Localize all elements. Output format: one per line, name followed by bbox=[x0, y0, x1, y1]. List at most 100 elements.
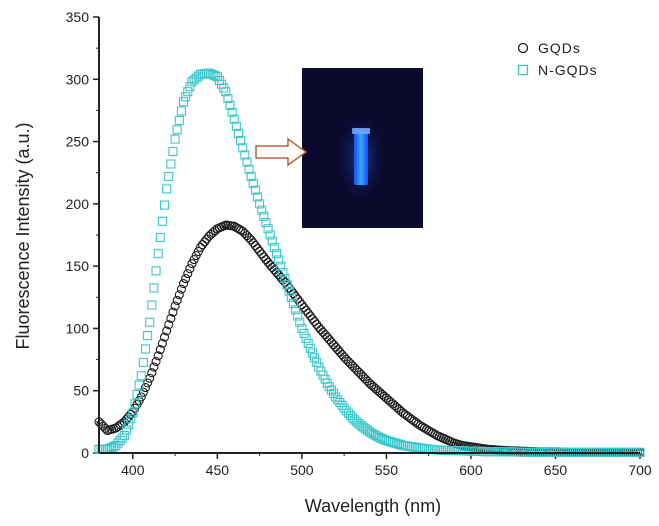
data-point bbox=[267, 236, 277, 246]
data-point bbox=[263, 224, 273, 234]
data-point bbox=[322, 332, 332, 342]
data-point bbox=[320, 330, 330, 340]
data-point bbox=[136, 371, 146, 381]
data-point bbox=[236, 136, 246, 146]
data-point bbox=[286, 292, 296, 302]
data-point bbox=[126, 414, 136, 424]
data-point bbox=[176, 284, 186, 294]
data-point bbox=[159, 200, 170, 210]
y-axis-title: Fluorescence Intensity (a.u.) bbox=[13, 122, 33, 349]
x-tick-label: 450 bbox=[206, 462, 230, 478]
data-point bbox=[138, 357, 148, 367]
data-point bbox=[271, 249, 282, 259]
data-point bbox=[240, 150, 250, 160]
data-point bbox=[181, 92, 191, 102]
data-point bbox=[178, 97, 189, 107]
data-point bbox=[312, 357, 322, 367]
data-point bbox=[145, 317, 155, 327]
data-point bbox=[172, 295, 182, 305]
data-point bbox=[265, 260, 275, 270]
data-point bbox=[183, 269, 193, 279]
y-tick-label: 250 bbox=[66, 134, 90, 150]
y-tick-label: 200 bbox=[66, 196, 90, 212]
legend-label-gqds: GQDs bbox=[538, 40, 581, 56]
data-point bbox=[119, 431, 129, 441]
x-tick-label: 700 bbox=[628, 462, 652, 478]
data-point bbox=[178, 279, 189, 289]
data-point bbox=[174, 290, 184, 300]
data-point bbox=[276, 261, 286, 271]
x-axis-title: Wavelength (nm) bbox=[305, 496, 441, 516]
data-point bbox=[259, 211, 269, 221]
data-point bbox=[238, 143, 248, 153]
data-point bbox=[121, 425, 132, 435]
data-point bbox=[305, 343, 315, 353]
data-point bbox=[183, 87, 193, 97]
legend-label-ngqds: N-GQDs bbox=[538, 62, 598, 78]
data-point bbox=[269, 242, 279, 253]
x-tick-label: 650 bbox=[544, 462, 568, 478]
data-point bbox=[229, 114, 239, 124]
data-point bbox=[221, 87, 231, 97]
data-point bbox=[331, 342, 341, 352]
data-point bbox=[335, 347, 345, 357]
data-point bbox=[326, 337, 337, 347]
data-point bbox=[172, 125, 182, 135]
vial-cap bbox=[352, 128, 370, 134]
data-point bbox=[128, 408, 138, 418]
data-point bbox=[255, 199, 265, 209]
data-point bbox=[166, 159, 176, 169]
data-point bbox=[162, 184, 172, 194]
data-point bbox=[168, 307, 178, 317]
data-point bbox=[280, 274, 290, 284]
data-point bbox=[168, 146, 178, 157]
y-tick-label: 50 bbox=[73, 383, 89, 399]
data-point bbox=[164, 171, 174, 181]
data-point bbox=[132, 389, 142, 400]
data-point bbox=[223, 94, 233, 104]
data-point bbox=[155, 232, 165, 243]
inset-arrow-icon bbox=[255, 137, 308, 167]
data-point bbox=[333, 345, 343, 355]
data-point bbox=[130, 399, 140, 409]
x-tick-label: 550 bbox=[375, 462, 399, 478]
data-point bbox=[147, 300, 157, 310]
data-point bbox=[176, 106, 186, 116]
data-point bbox=[318, 327, 328, 337]
tick-labels: 0 50 100 150 200 250 300 350 400 450 500 550 600 650 7… bbox=[66, 9, 652, 478]
data-point bbox=[124, 419, 134, 429]
data-point bbox=[293, 311, 303, 321]
data-point bbox=[284, 286, 294, 296]
data-point bbox=[295, 317, 305, 327]
data-point bbox=[265, 230, 275, 240]
data-point bbox=[231, 121, 241, 131]
data-point bbox=[261, 217, 271, 228]
data-point bbox=[149, 283, 159, 293]
data-point bbox=[316, 325, 326, 335]
x-tick-label: 400 bbox=[121, 462, 145, 478]
axes bbox=[98, 17, 640, 454]
data-point bbox=[185, 264, 195, 274]
data-point bbox=[242, 157, 252, 167]
data-point bbox=[170, 301, 180, 311]
data-point bbox=[157, 338, 167, 348]
data-point bbox=[299, 328, 309, 338]
data-point bbox=[252, 192, 263, 202]
data-point bbox=[149, 362, 159, 372]
data-point bbox=[303, 338, 313, 348]
data-point bbox=[282, 280, 292, 290]
legend: GQDs N-GQDs bbox=[517, 40, 598, 78]
data-point bbox=[155, 345, 165, 355]
data-point bbox=[151, 356, 161, 366]
data-point bbox=[153, 351, 163, 361]
data-point bbox=[246, 171, 256, 181]
data-point bbox=[288, 298, 298, 309]
data-point bbox=[337, 350, 347, 360]
data-point bbox=[307, 348, 317, 358]
data-point bbox=[140, 344, 151, 354]
data-point bbox=[157, 216, 167, 226]
y-tick-label: 150 bbox=[66, 258, 90, 274]
data-point bbox=[278, 267, 288, 277]
data-point bbox=[227, 107, 237, 117]
